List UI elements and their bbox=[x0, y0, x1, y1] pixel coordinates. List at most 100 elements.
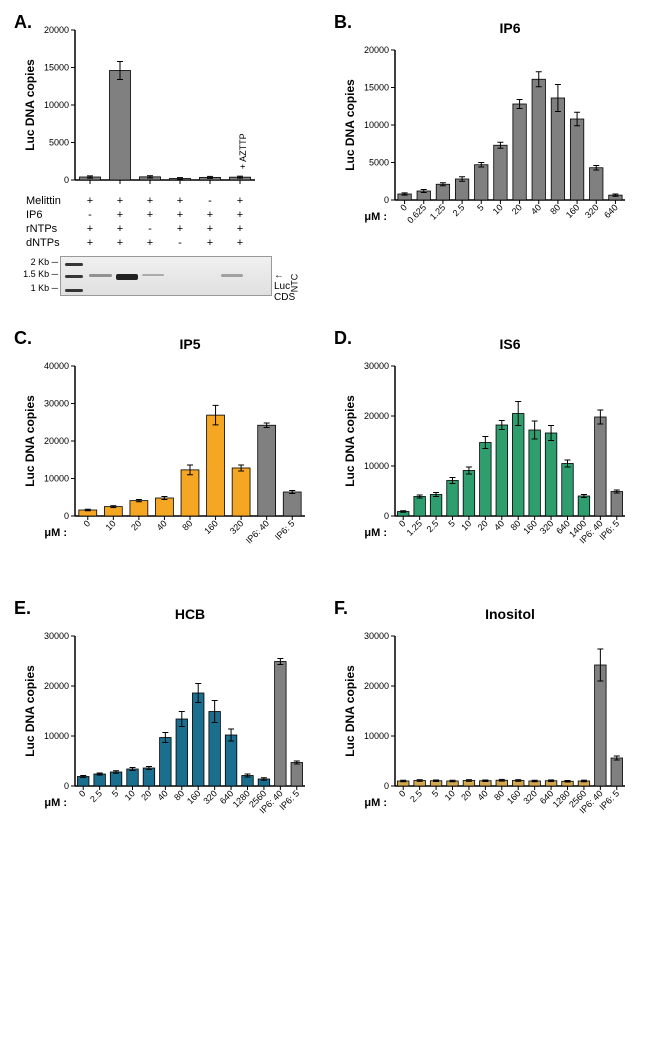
panel-A: A. 05000100001500020000Luc DNA copies+ A… bbox=[20, 20, 320, 306]
condition-row-label: dNTPs bbox=[26, 236, 71, 250]
figure-multipanel: A. 05000100001500020000Luc DNA copies+ A… bbox=[20, 20, 644, 846]
condition-cell: + bbox=[225, 208, 255, 222]
svg-text:20000: 20000 bbox=[44, 436, 69, 446]
panel-E: E. HCB 0100002000030000Luc DNA copies02.… bbox=[20, 606, 320, 846]
svg-text:320: 320 bbox=[521, 788, 539, 806]
svg-text:80: 80 bbox=[180, 518, 194, 532]
svg-text:20: 20 bbox=[459, 788, 473, 802]
svg-text:0: 0 bbox=[384, 195, 389, 205]
svg-text:10: 10 bbox=[123, 788, 137, 802]
svg-text:80: 80 bbox=[548, 202, 562, 216]
panel-F: F. Inositol 0100002000030000Luc DNA copi… bbox=[340, 606, 640, 846]
svg-text:2.5: 2.5 bbox=[88, 788, 104, 804]
condition-cell: + bbox=[135, 194, 165, 208]
condition-row-label: rNTPs bbox=[26, 222, 71, 236]
panel-C: C. IP5 010000200003000040000Luc DNA copi… bbox=[20, 336, 320, 576]
panel-label-B: B. bbox=[334, 12, 352, 33]
condition-cell: - bbox=[165, 236, 195, 250]
svg-text:80: 80 bbox=[508, 518, 522, 532]
svg-text:0: 0 bbox=[384, 511, 389, 521]
svg-text:160: 160 bbox=[202, 518, 220, 536]
svg-text:+ AZTTP: + AZTTP bbox=[238, 133, 248, 169]
svg-text:Luc DNA copies: Luc DNA copies bbox=[23, 395, 37, 487]
condition-cell: - bbox=[75, 208, 105, 222]
panel-label-F: F. bbox=[334, 598, 348, 619]
svg-text:20000: 20000 bbox=[44, 25, 69, 35]
svg-text:160: 160 bbox=[521, 518, 539, 536]
condition-cell: + bbox=[225, 236, 255, 250]
condition-cell: + bbox=[135, 208, 165, 222]
chart-title-F: Inositol bbox=[380, 606, 640, 622]
condition-row: rNTPs++-+++ bbox=[26, 222, 320, 236]
svg-text:20000: 20000 bbox=[364, 45, 389, 55]
svg-text:10: 10 bbox=[443, 788, 457, 802]
svg-text:0: 0 bbox=[397, 518, 408, 529]
panel-D: D. IS6 0100002000030000Luc DNA copies01.… bbox=[340, 336, 640, 576]
panel-B: B. IP6 05000100001500020000Luc DNA copie… bbox=[340, 20, 640, 306]
svg-text:0: 0 bbox=[64, 781, 69, 791]
svg-text:1280: 1280 bbox=[551, 788, 572, 809]
svg-text:40: 40 bbox=[156, 788, 170, 802]
chart-B: 05000100001500020000Luc DNA copies00.625… bbox=[340, 40, 640, 260]
condition-cell: + bbox=[75, 194, 105, 208]
svg-text:μM :: μM : bbox=[44, 527, 67, 539]
condition-cell: + bbox=[165, 194, 195, 208]
svg-text:0: 0 bbox=[384, 781, 389, 791]
svg-text:15000: 15000 bbox=[44, 63, 69, 73]
svg-text:0: 0 bbox=[77, 788, 88, 799]
svg-text:10: 10 bbox=[459, 518, 473, 532]
svg-text:2.5: 2.5 bbox=[451, 202, 467, 218]
svg-text:10: 10 bbox=[491, 202, 505, 216]
svg-text:2.5: 2.5 bbox=[408, 788, 424, 804]
chart-title-B: IP6 bbox=[380, 20, 640, 36]
svg-text:320: 320 bbox=[228, 518, 246, 536]
condition-row-label: Melittin bbox=[26, 194, 71, 208]
condition-cell: + bbox=[225, 194, 255, 208]
svg-text:0: 0 bbox=[397, 788, 408, 799]
svg-text:0: 0 bbox=[64, 175, 69, 185]
svg-text:1280: 1280 bbox=[231, 788, 252, 809]
condition-row: IP6-+++++ bbox=[26, 208, 320, 222]
luc-cds-arrow: ← Luc CDS bbox=[274, 270, 295, 303]
condition-cell: + bbox=[165, 222, 195, 236]
svg-text:20: 20 bbox=[129, 518, 143, 532]
svg-text:40: 40 bbox=[476, 788, 490, 802]
svg-text:10000: 10000 bbox=[44, 100, 69, 110]
condition-cell: + bbox=[105, 194, 135, 208]
svg-text:160: 160 bbox=[564, 202, 582, 220]
svg-text:Luc DNA copies: Luc DNA copies bbox=[343, 79, 357, 171]
svg-text:10000: 10000 bbox=[364, 120, 389, 130]
svg-text:0: 0 bbox=[398, 202, 409, 213]
svg-text:0.625: 0.625 bbox=[405, 202, 428, 225]
svg-text:30000: 30000 bbox=[364, 631, 389, 641]
condition-cell: - bbox=[135, 222, 165, 236]
condition-cell: + bbox=[195, 208, 225, 222]
svg-text:μM :: μM : bbox=[44, 797, 67, 809]
condition-cell: + bbox=[135, 236, 165, 250]
svg-text:10000: 10000 bbox=[44, 731, 69, 741]
condition-cell: - bbox=[195, 194, 225, 208]
svg-text:40: 40 bbox=[155, 518, 169, 532]
svg-text:30000: 30000 bbox=[44, 631, 69, 641]
svg-text:10: 10 bbox=[104, 518, 118, 532]
svg-text:30000: 30000 bbox=[44, 399, 69, 409]
condition-cell: + bbox=[105, 222, 135, 236]
svg-text:20000: 20000 bbox=[364, 411, 389, 421]
svg-text:20: 20 bbox=[476, 518, 490, 532]
svg-text:5: 5 bbox=[475, 202, 486, 213]
svg-text:20: 20 bbox=[510, 202, 524, 216]
condition-cell: + bbox=[75, 236, 105, 250]
svg-text:5: 5 bbox=[430, 788, 441, 799]
svg-text:1.25: 1.25 bbox=[428, 202, 447, 221]
svg-text:5: 5 bbox=[446, 518, 457, 529]
svg-text:10000: 10000 bbox=[44, 474, 69, 484]
condition-cell: + bbox=[165, 208, 195, 222]
svg-text:40: 40 bbox=[529, 202, 543, 216]
svg-text:μM :: μM : bbox=[364, 527, 387, 539]
svg-text:Luc DNA copies: Luc DNA copies bbox=[343, 395, 357, 487]
svg-text:μM :: μM : bbox=[364, 211, 387, 223]
svg-text:30000: 30000 bbox=[364, 361, 389, 371]
svg-text:5000: 5000 bbox=[49, 138, 69, 148]
panel-label-D: D. bbox=[334, 328, 352, 349]
svg-text:40: 40 bbox=[492, 518, 506, 532]
